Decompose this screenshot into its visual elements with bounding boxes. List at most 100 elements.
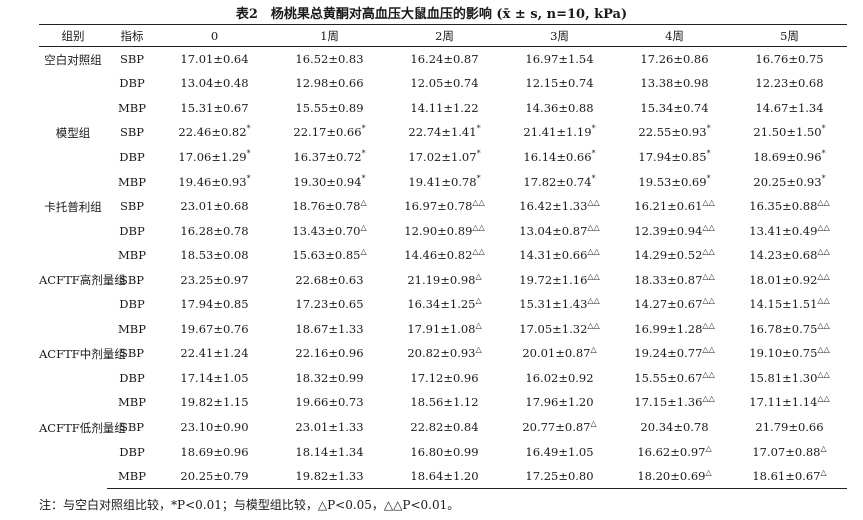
table-row: ACFTF低剂量组 SBP 23.10±0.90 23.01±1.33 22.82±0.… xyxy=(39,415,847,440)
value-cell: 14.23±0.68△△ xyxy=(732,243,847,268)
table-row: 空白对照组 SBP 17.01±0.64 16.52±0.83 16.24±0.87 16… xyxy=(39,47,847,72)
significance-mark: * xyxy=(246,173,251,183)
value-text: 12.90±0.89 xyxy=(404,223,473,238)
significance-mark: * xyxy=(821,149,826,159)
significance-mark: △△ xyxy=(472,198,485,208)
significance-mark: △ xyxy=(475,271,482,281)
significance-mark: △ xyxy=(475,320,482,330)
group-label: 卡托普利组 xyxy=(44,199,102,214)
group-label: ACFTF低剂量组 xyxy=(39,420,126,435)
value-text: 16.24±0.87 xyxy=(410,52,479,67)
metric-label: MBP xyxy=(118,395,146,410)
value-text: 15.55±0.89 xyxy=(295,100,364,115)
value-cell: 18.53±0.08 xyxy=(157,243,272,268)
value-text: 14.11±1.22 xyxy=(410,100,479,115)
metric-label: SBP xyxy=(119,52,145,67)
significance-mark: △△ xyxy=(702,320,715,330)
metric-label: MBP xyxy=(118,174,146,189)
value-cell: 17.15±1.36△△ xyxy=(617,390,732,415)
value-text: 16.35±0.88 xyxy=(749,199,818,214)
value-cell: 18.32±0.99 xyxy=(272,366,387,391)
value-cell: 18.64±1.20 xyxy=(387,463,502,489)
table-row: ACFTF中剂量组 SBP 22.41±1.24 22.16±0.96 20.82±0.… xyxy=(39,341,847,366)
value-cell: 14.29±0.52△△ xyxy=(617,243,732,268)
metric-label: MBP xyxy=(118,248,146,263)
value-cell: 20.34±0.78 xyxy=(617,415,732,440)
significance-mark: * xyxy=(706,173,711,183)
value-cell: 22.46±0.82* xyxy=(157,120,272,145)
value-cell: 19.41±0.78* xyxy=(387,169,502,194)
value-cell: 18.61±0.67△ xyxy=(732,463,847,489)
value-cell: 19.10±0.75△△ xyxy=(732,341,847,366)
value-cell: 18.69±0.96 xyxy=(157,439,272,464)
value-text: 13.04±0.87 xyxy=(519,223,588,238)
value-text: 22.68±0.63 xyxy=(295,272,364,287)
value-text: 20.01±0.87 xyxy=(522,346,591,361)
table-row: MBP 18.53±0.08 15.63±0.85△ 14.46±0.82△△ 14.3… xyxy=(39,243,847,268)
value-text: 19.10±0.75 xyxy=(749,346,818,361)
value-cell: 19.30±0.94* xyxy=(272,169,387,194)
value-text: 14.23±0.68 xyxy=(749,248,818,263)
value-text: 18.64±1.20 xyxy=(410,468,479,483)
value-cell: 17.23±0.65 xyxy=(272,292,387,317)
metric-label: MBP xyxy=(118,100,146,115)
value-text: 15.55±0.67 xyxy=(634,370,703,385)
value-cell: 16.14±0.66* xyxy=(502,145,617,170)
significance-mark: △△ xyxy=(817,271,830,281)
value-text: 23.01±1.33 xyxy=(295,419,364,434)
table-row: DBP 17.06±1.29* 16.37±0.72* 17.02±1.07* 16.1… xyxy=(39,145,847,170)
value-cell: 20.77±0.87△ xyxy=(502,415,617,440)
table-row: ACFTF高剂量组 SBP 23.25±0.97 22.68±0.63 21.19±0.… xyxy=(39,267,847,292)
value-text: 17.11±1.14 xyxy=(749,395,818,410)
value-cell: 19.53±0.69* xyxy=(617,169,732,194)
value-cell: 21.19±0.98△ xyxy=(387,267,502,292)
value-cell: 23.01±1.33 xyxy=(272,415,387,440)
value-text: 13.04±0.48 xyxy=(180,76,249,91)
value-cell: 13.38±0.98 xyxy=(617,71,732,96)
value-cell: 17.01±0.64 xyxy=(157,47,272,72)
value-cell: 15.55±0.89 xyxy=(272,96,387,121)
metric-label: DBP xyxy=(119,223,145,238)
value-cell: 16.28±0.78 xyxy=(157,218,272,243)
table-row: MBP 19.82±1.15 19.66±0.73 18.56±1.12 17.96±1… xyxy=(39,390,847,415)
value-cell: 15.81±1.30△△ xyxy=(732,366,847,391)
significance-mark: * xyxy=(821,173,826,183)
significance-mark: △△ xyxy=(702,271,715,281)
value-cell: 16.76±0.75 xyxy=(732,47,847,72)
value-cell: 23.25±0.97 xyxy=(157,267,272,292)
value-text: 20.25±0.93 xyxy=(753,174,822,189)
value-text: 13.38±0.98 xyxy=(640,76,709,91)
value-cell: 14.11±1.22 xyxy=(387,96,502,121)
value-cell: 17.02±1.07* xyxy=(387,145,502,170)
value-text: 16.97±0.78 xyxy=(404,199,473,214)
metric-label: SBP xyxy=(119,272,145,287)
value-cell: 22.68±0.63 xyxy=(272,267,387,292)
metric-label: MBP xyxy=(107,463,157,489)
significance-mark: △△ xyxy=(702,198,715,208)
value-cell: 16.97±1.54 xyxy=(502,47,617,72)
value-text: 14.36±0.88 xyxy=(525,100,594,115)
significance-mark: * xyxy=(476,124,481,134)
header-cell: 组别 xyxy=(39,24,107,47)
value-cell: 19.82±1.33 xyxy=(272,463,387,489)
significance-mark: △ xyxy=(360,247,367,257)
value-text: 17.26±0.86 xyxy=(640,52,709,67)
value-text: 16.42±1.33 xyxy=(519,199,588,214)
significance-mark: △△ xyxy=(702,345,715,355)
significance-mark: △△ xyxy=(472,222,485,232)
table-row: MBP 15.31±0.67 15.55±0.89 14.11±1.22 14.36±0… xyxy=(39,96,847,121)
significance-mark: △△ xyxy=(817,370,830,380)
table-row: MBP 19.67±0.76 18.67±1.33 17.91±1.08△ 17.05±… xyxy=(39,317,847,342)
significance-mark: △△ xyxy=(702,394,715,404)
significance-mark: △△ xyxy=(817,345,830,355)
metric-label: DBP xyxy=(119,370,145,385)
value-text: 15.31±1.43 xyxy=(519,297,588,312)
value-cell: 22.17±0.66* xyxy=(272,120,387,145)
value-text: 17.91±1.08 xyxy=(407,321,476,336)
value-cell: 16.62±0.97△ xyxy=(617,439,732,464)
significance-mark: △ xyxy=(705,443,712,453)
value-text: 18.69±0.96 xyxy=(180,444,249,459)
value-cell: 19.24±0.77△△ xyxy=(617,341,732,366)
value-text: 16.37±0.72 xyxy=(293,149,362,164)
